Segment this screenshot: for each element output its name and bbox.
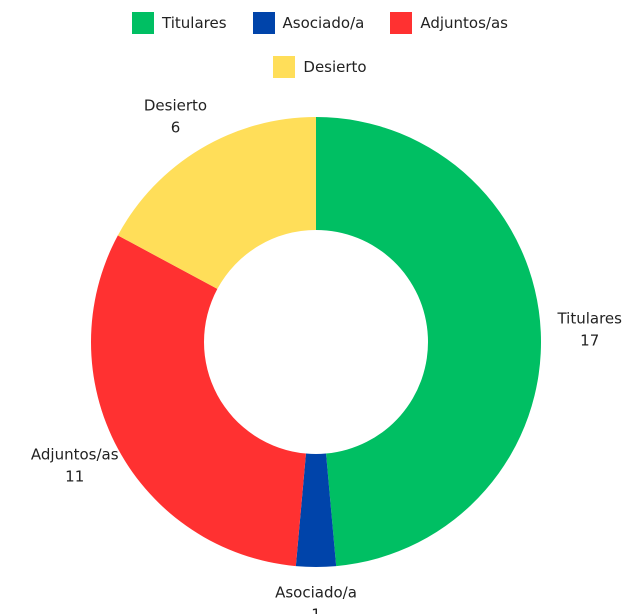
legend-item: Adjuntos/as [390, 10, 508, 36]
slice [90, 235, 306, 567]
legend-label: Desierto [303, 58, 367, 76]
legend-swatch [252, 12, 275, 34]
slice-label: Titulares [556, 310, 622, 328]
legend-swatch [390, 12, 413, 34]
slice [316, 117, 542, 567]
slice-value: 6 [171, 119, 181, 137]
legend-item: Titulares [132, 10, 227, 36]
slice-label: Desierto [144, 97, 207, 115]
legend: Titulares Asociado/a Adjuntos/as Desierto [90, 10, 550, 80]
slice-label: Adjuntos/as [31, 446, 119, 464]
legend-label: Adjuntos/as [420, 14, 508, 32]
legend-label: Asociado/a [282, 14, 365, 32]
slice-value: 11 [65, 468, 84, 486]
slice-label: Asociado/a [275, 584, 357, 602]
legend-label: Titulares [162, 14, 227, 32]
legend-swatch [273, 56, 296, 78]
slice [117, 116, 317, 289]
slice [295, 453, 337, 568]
legend-item: Desierto [273, 54, 367, 80]
slice-value: 17 [580, 332, 599, 350]
slice-value: 1 [311, 606, 321, 614]
legend-item: Asociado/a [252, 10, 365, 36]
legend-swatch [132, 12, 155, 34]
